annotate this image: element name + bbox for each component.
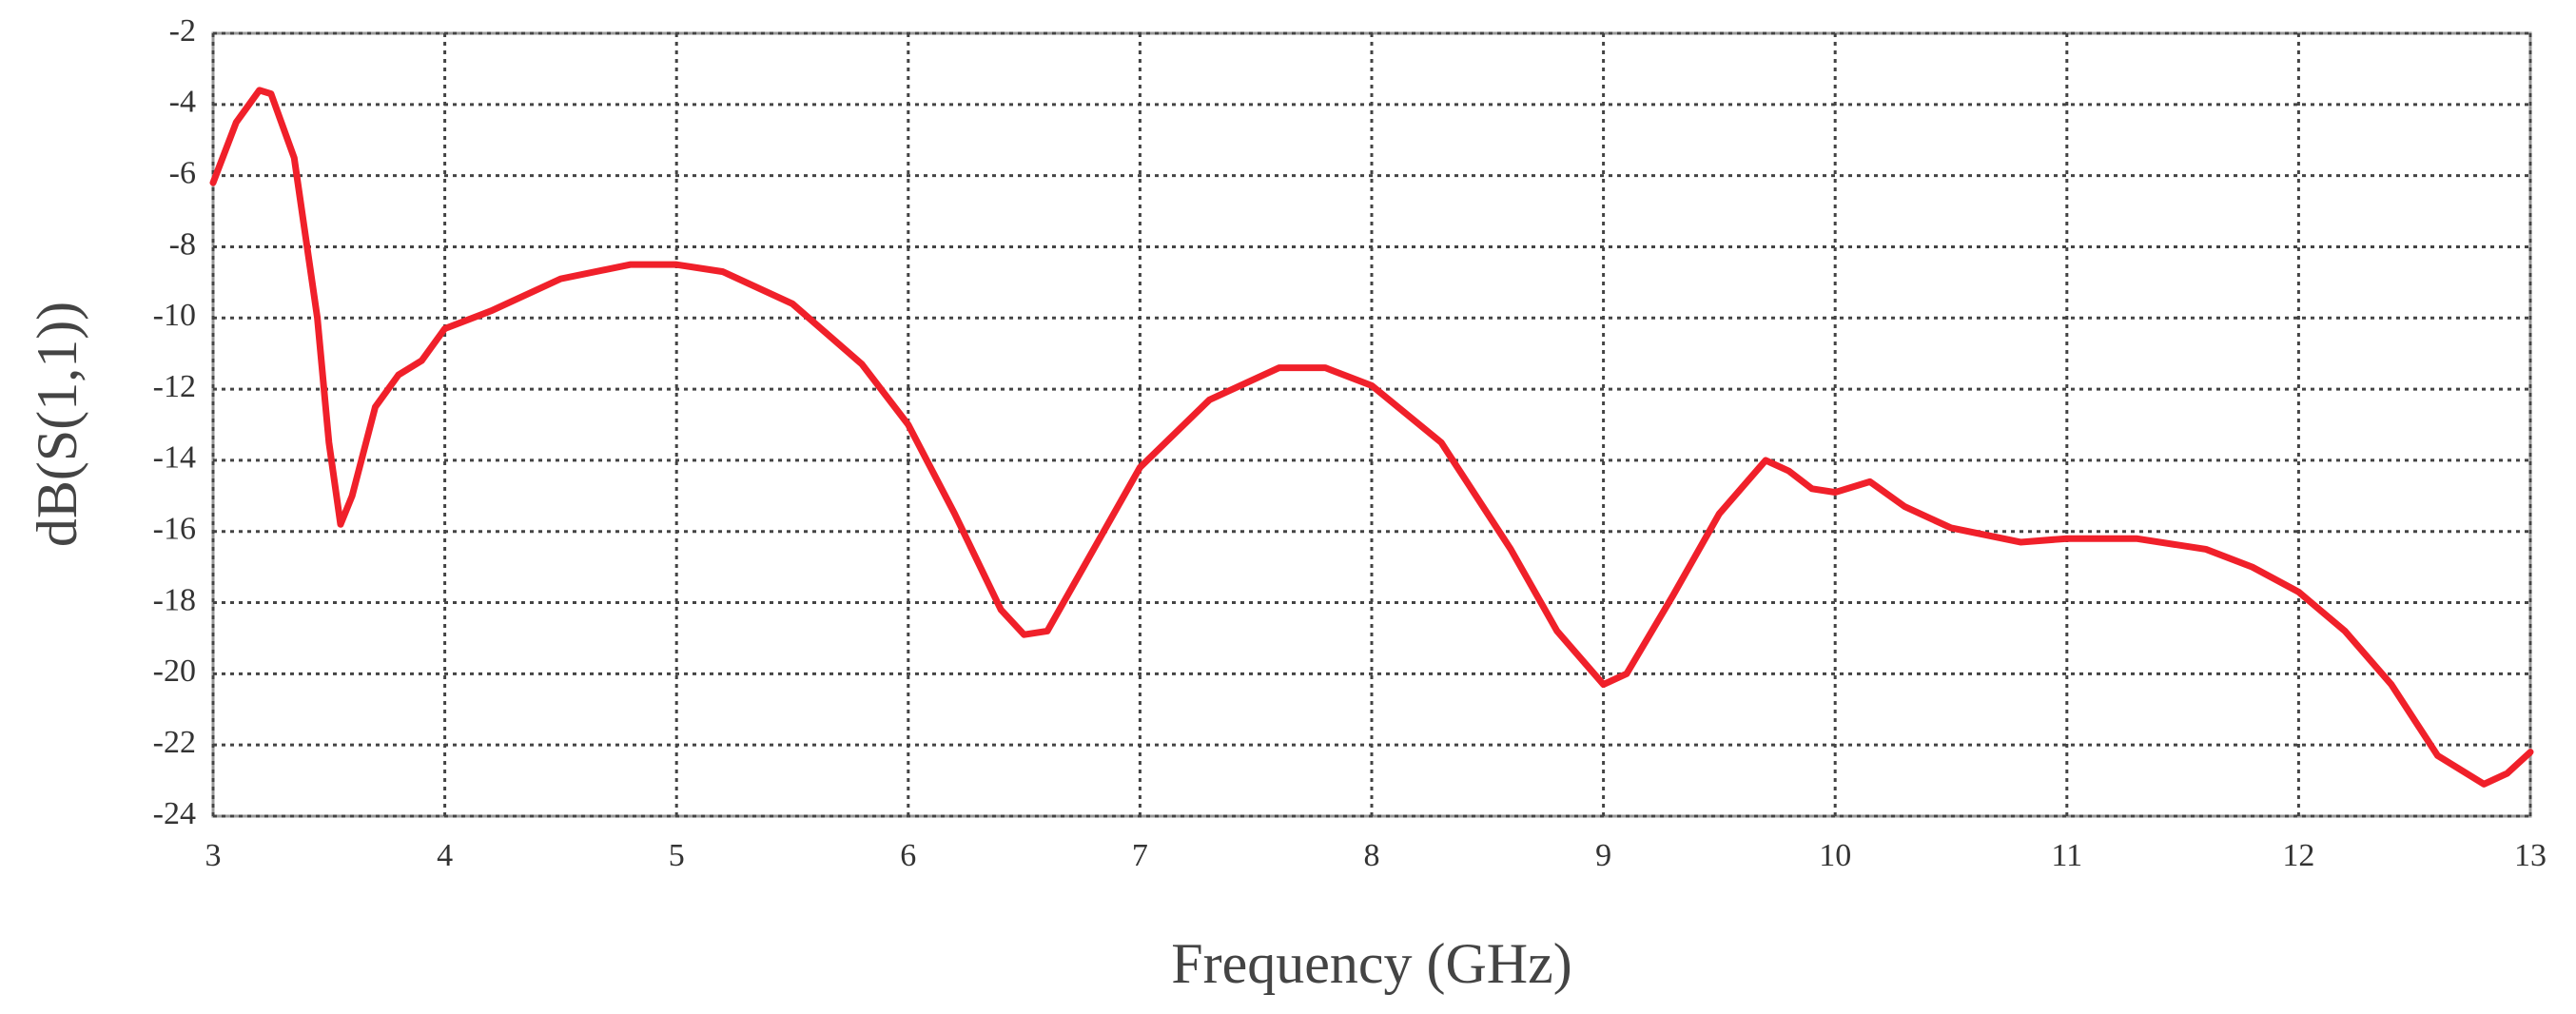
y-tick-label: -16 <box>153 512 196 547</box>
x-tick-label: 6 <box>900 838 916 873</box>
y-tick-label: -10 <box>153 298 196 333</box>
y-tick-label: -4 <box>169 85 196 120</box>
x-tick-label: 8 <box>1364 838 1380 873</box>
x-tick-label: 5 <box>669 838 685 873</box>
y-tick-label: -22 <box>153 725 196 760</box>
y-tick-label: -6 <box>169 155 196 190</box>
y-tick-label: -14 <box>153 440 196 476</box>
y-tick-label: -8 <box>169 226 196 262</box>
x-axis-title: Frequency (GHz) <box>1171 932 1572 995</box>
x-tick-label: 7 <box>1132 838 1148 873</box>
y-tick-label: -2 <box>169 13 196 49</box>
y-tick-label: -24 <box>153 796 196 831</box>
x-tick-label: 3 <box>205 838 222 873</box>
y-axis-title: dB(S(1,1)) <box>26 302 88 547</box>
x-tick-label: 12 <box>2282 838 2314 873</box>
y-tick-label: -12 <box>153 369 196 404</box>
x-tick-label: 4 <box>437 838 453 873</box>
line-series <box>209 87 2534 788</box>
x-tick-label: 9 <box>1595 838 1611 873</box>
x-tick-label: 13 <box>2514 838 2547 873</box>
plot-area <box>211 31 2532 818</box>
y-tick-label: -18 <box>153 582 196 617</box>
y-tick-label: -20 <box>153 653 196 689</box>
x-tick-label: 11 <box>2051 838 2082 873</box>
x-tick-label: 10 <box>1819 838 1851 873</box>
